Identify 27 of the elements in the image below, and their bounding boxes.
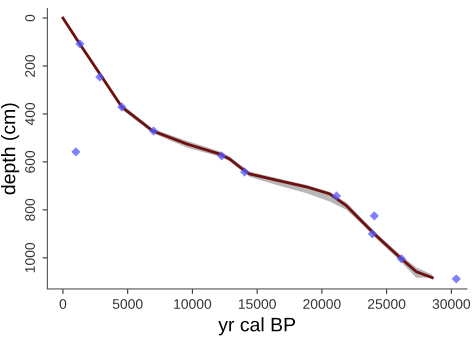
- point: [95, 72, 104, 82]
- x-tick-label: 10000: [174, 299, 212, 309]
- point: [332, 191, 342, 201]
- y-tick-label: 800: [25, 198, 35, 221]
- point: [368, 229, 377, 238]
- y-tick-label: 400: [25, 102, 35, 126]
- x-tick-label: 15000: [238, 299, 276, 309]
- x-tick-label: 25000: [368, 299, 406, 309]
- point: [117, 102, 126, 112]
- y-tick-label: 200: [25, 54, 35, 77]
- y-tick-label: 0: [25, 14, 35, 22]
- point: [452, 274, 461, 284]
- point: [396, 254, 406, 264]
- x-tick-label: 30000: [432, 299, 470, 309]
- y-tick-label: 1000: [25, 242, 35, 272]
- point: [240, 167, 250, 177]
- point: [217, 151, 226, 161]
- y-axis-title: depth (cm): [1, 103, 20, 194]
- point: [370, 211, 379, 220]
- y-tick-label: 600: [25, 150, 35, 173]
- x-tick-label: 20000: [303, 299, 341, 309]
- point: [148, 126, 158, 136]
- point: [75, 39, 85, 49]
- x-tick-label: 5000: [112, 299, 143, 309]
- x-tick-label: 0: [60, 299, 66, 309]
- point: [71, 147, 80, 156]
- x-axis-title: yr cal BP: [218, 317, 296, 336]
